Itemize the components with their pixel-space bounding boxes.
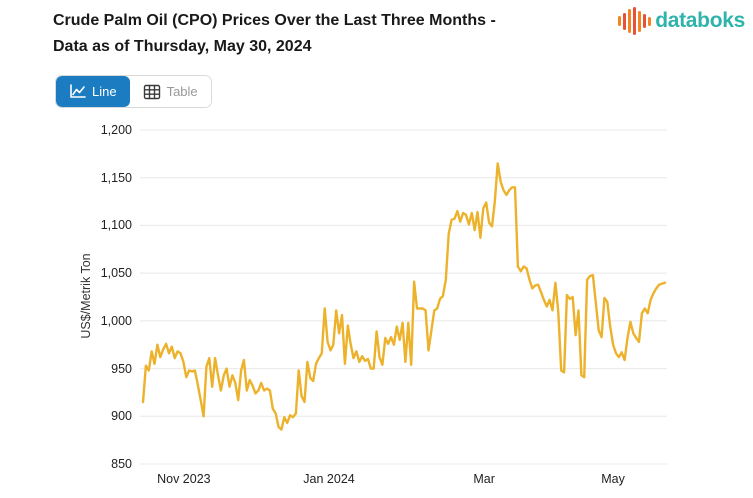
page-title: Crude Palm Oil (CPO) Prices Over the Las… [53,8,593,60]
price-line-series [141,162,667,431]
y-axis-tick-label: 1,200 [100,123,132,137]
x-axis-tick-label: Mar [473,472,495,486]
x-axis-tick-label: May [601,472,625,486]
table-icon [143,84,161,100]
line-view-label: Line [92,84,117,99]
view-toggle: Line Table [55,75,212,108]
title-line-1: Crude Palm Oil (CPO) Prices Over the Las… [53,12,496,29]
databoks-bars-icon [618,7,652,35]
line-view-button[interactable]: Line [56,76,130,107]
table-view-button[interactable]: Table [129,76,211,107]
databoks-wordmark: databoks [655,9,745,32]
x-axis-tick-label: Nov 2023 [157,472,211,486]
line-chart-icon [69,84,86,99]
title-line-2: Data as of Thursday, May 30, 2024 [53,38,312,55]
databoks-logo: databoks [618,7,745,35]
y-axis-tick-label: 850 [111,457,132,471]
table-view-label: Table [166,84,198,99]
x-axis-tick-label: Jan 2024 [303,472,355,486]
y-axis-tick-label: 1,100 [100,218,132,233]
y-axis-tick-label: 900 [111,409,132,424]
y-axis-tick-label: 1,150 [100,170,132,185]
y-axis-tick-label: 950 [111,361,132,376]
y-axis-tick-label: 1,050 [100,266,132,281]
y-axis-tick-label: 1,000 [100,313,132,328]
plot-area [140,129,667,465]
